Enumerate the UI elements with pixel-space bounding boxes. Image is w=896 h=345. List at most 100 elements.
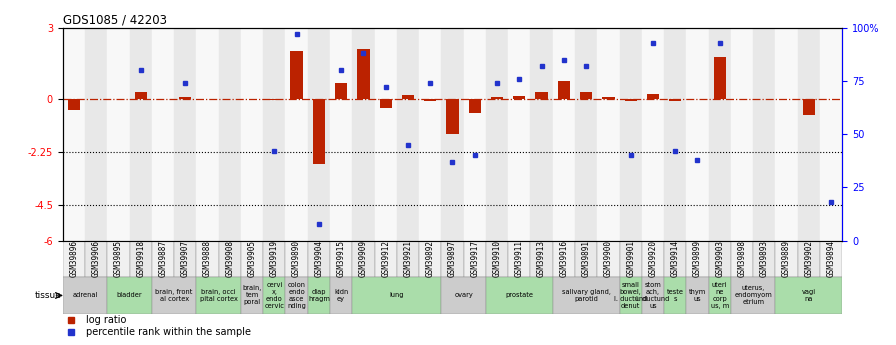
Bar [625,99,637,100]
Bar [330,28,352,241]
Bar [619,28,642,241]
Bar [286,277,307,314]
Text: GSM39890: GSM39890 [292,240,301,277]
Bar [397,28,419,241]
Text: GSM39910: GSM39910 [493,240,502,277]
Bar [463,28,486,241]
Bar [151,241,174,277]
Text: GSM39887: GSM39887 [159,240,168,277]
Text: GSM39894: GSM39894 [827,240,836,277]
Text: GSM39901: GSM39901 [626,240,635,277]
Bar [313,99,325,164]
Text: brain,
tem
poral: brain, tem poral [243,285,262,305]
Bar [513,96,525,99]
Bar [642,277,664,314]
Bar [174,241,196,277]
Text: GSM39919: GSM39919 [270,240,279,277]
Text: GSM39911: GSM39911 [515,240,524,277]
Text: prostate: prostate [505,293,533,298]
Bar [442,28,463,241]
Bar [508,241,530,277]
Bar [580,91,592,99]
Bar [85,28,108,241]
Text: GSM39900: GSM39900 [604,240,613,277]
Text: colon
endo
asce
nding: colon endo asce nding [287,282,306,309]
Bar [286,28,307,241]
Bar [731,241,754,277]
Bar [134,91,147,99]
Bar [263,277,286,314]
Bar [442,277,486,314]
Text: GSM39905: GSM39905 [247,240,256,277]
Bar [664,28,686,241]
Bar [530,241,553,277]
Bar [63,241,85,277]
Text: GSM39920: GSM39920 [649,240,658,277]
Text: brain, occi
pital cortex: brain, occi pital cortex [200,289,237,302]
Text: GSM39895: GSM39895 [114,240,123,277]
Bar [307,241,330,277]
Bar [664,277,686,314]
Bar [419,241,442,277]
Bar [263,28,286,241]
Bar [358,49,369,99]
Text: kidn
ey: kidn ey [334,289,349,302]
Bar [380,99,392,108]
Bar [575,28,598,241]
Text: GSM39912: GSM39912 [381,240,390,277]
Bar [196,241,219,277]
Text: GSM39893: GSM39893 [760,240,769,277]
Text: GSM39889: GSM39889 [782,240,791,277]
Bar [219,241,241,277]
Text: tissue: tissue [35,291,62,300]
Bar [241,241,263,277]
Text: GDS1085 / 42203: GDS1085 / 42203 [63,13,167,27]
Bar [709,241,731,277]
Bar [686,277,709,314]
Bar [108,277,151,314]
Text: GSM39888: GSM39888 [203,240,212,277]
Text: GSM39921: GSM39921 [403,240,412,277]
Bar [424,99,436,100]
Bar [619,241,642,277]
Bar [508,28,530,241]
Bar [442,241,463,277]
Bar [469,99,481,113]
Bar [491,97,504,99]
Bar [686,28,709,241]
Bar [375,241,397,277]
Bar [268,99,280,100]
Text: GSM39913: GSM39913 [537,240,546,277]
Bar [446,99,459,134]
Text: GSM39899: GSM39899 [693,240,702,277]
Text: GSM39909: GSM39909 [359,240,368,277]
Bar [530,28,553,241]
Text: GSM39914: GSM39914 [671,240,680,277]
Bar [307,28,330,241]
Bar [775,241,797,277]
Bar [151,277,196,314]
Bar [775,28,797,241]
Bar [664,241,686,277]
Bar [647,94,659,99]
Bar [307,277,330,314]
Text: GSM39916: GSM39916 [559,240,568,277]
Bar [290,51,303,99]
Bar [536,91,547,99]
Bar [263,241,286,277]
Text: diap
hragm: diap hragm [308,289,330,302]
Bar [713,57,726,99]
Text: salivary gland,
parotid: salivary gland, parotid [562,289,610,302]
Bar [486,28,508,241]
Bar [68,99,80,110]
Bar [797,28,820,241]
Text: GSM39904: GSM39904 [314,240,323,277]
Text: brain, front
al cortex: brain, front al cortex [155,289,193,302]
Bar [731,28,754,241]
Text: lung: lung [390,293,404,298]
Bar [286,241,307,277]
Bar [108,241,130,277]
Bar [754,241,775,277]
Text: small
bowel,
I. ductund
denut: small bowel, I. ductund denut [614,282,647,309]
Text: uterus,
endomyom
etrium: uterus, endomyom etrium [735,285,772,305]
